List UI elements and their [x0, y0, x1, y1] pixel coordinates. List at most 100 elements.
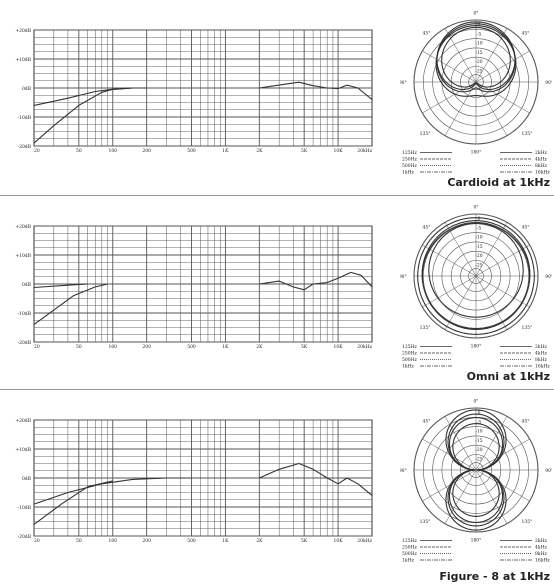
legend-label: 500Hz [402, 357, 418, 363]
polar-spoke [475, 275, 530, 308]
polar-angle-label: 45° [522, 419, 530, 425]
polar-radial-label: -20 [475, 253, 482, 259]
polar-radial-label: -25 [475, 263, 482, 269]
polar-angle-label: 90° [545, 274, 552, 280]
polar-spoke [475, 50, 530, 83]
x-tick-label: 200 [142, 344, 151, 350]
polar-pattern-curve [448, 416, 504, 524]
polar-spoke [475, 275, 508, 330]
polar-angle-label: 0° [473, 399, 478, 405]
polar-angle-label: 90° [400, 468, 407, 474]
polar-angle-label: 90° [400, 80, 407, 86]
y-tick-label: -20dB [18, 534, 32, 540]
polar-radial-label: -10 [475, 429, 482, 435]
polar-spoke [422, 275, 477, 308]
polar-angle-label: 135° [521, 325, 532, 331]
x-tick-label: 100 [108, 538, 117, 544]
polar-angle-label: 45° [423, 419, 431, 425]
polar-spoke [475, 244, 530, 277]
polar-radial-label: -5 [477, 419, 482, 425]
x-tick-label: 1K [222, 148, 229, 154]
panel-title: Figure - 8 at 1kHz [439, 570, 550, 583]
polar-pattern-curve [452, 423, 500, 517]
polar-angle-label: 180° [471, 149, 482, 155]
polar-radial-label: -20 [475, 447, 482, 453]
polar-pattern-chart: 0° 45° 90° 135° 180° 135° 90° 45° 0 -5 -10 -15 -20 -2… [400, 399, 552, 564]
legend-label: 16kHz [535, 170, 550, 176]
polar-spoke [475, 28, 508, 83]
y-tick-label: +10dB [15, 57, 31, 63]
x-tick-label: 500 [187, 344, 196, 350]
polar-radial-label: 0 [478, 410, 481, 416]
response-curve [33, 87, 133, 144]
x-tick-label: 20 [34, 538, 40, 544]
polar-radial-label: -5 [477, 225, 482, 231]
x-tick-label: 10K [334, 344, 344, 350]
y-tick-label: 0dB [22, 476, 32, 482]
x-tick-label: 50 [76, 148, 82, 154]
response-curve [33, 283, 88, 289]
polar-angle-label: 90° [400, 274, 407, 280]
polar-radial-label: -5 [477, 31, 482, 37]
x-tick-label: 20kHz [357, 344, 372, 350]
polar-angle-label: 45° [522, 31, 530, 37]
x-tick-label: 1K [222, 538, 229, 544]
polar-pattern-curve [441, 26, 511, 88]
polar-radial-label: 0 [478, 216, 481, 222]
legend-label: 125Hz [402, 150, 418, 156]
polar-angle-label: 135° [420, 325, 431, 331]
polar-angle-label: 180° [471, 343, 482, 349]
x-tick-label: 50 [76, 538, 82, 544]
polar-angle-label: 0° [473, 205, 478, 211]
polar-radial-label: 0 [478, 22, 481, 28]
y-tick-label: -10dB [18, 311, 32, 317]
legend-label: 250Hz [402, 351, 418, 357]
y-tick-label: +20dB [15, 418, 31, 424]
legend-label: 2kHz [535, 150, 548, 156]
response-curve [33, 480, 113, 525]
x-tick-label: 20 [34, 148, 40, 154]
polar-pattern-curve [428, 222, 524, 318]
polar-radial-label: -15 [475, 244, 482, 250]
x-tick-label: 5K [301, 148, 308, 154]
x-tick-label: 5K [301, 344, 308, 350]
x-tick-label: 20kHz [357, 538, 372, 544]
response-curve [33, 283, 108, 326]
panel-omni: +20dB +10dB 0dB -10dB -20dB 20 50 100 200 500 1K 2K… [0, 196, 554, 388]
response-curve [259, 462, 373, 496]
polar-angle-label: 135° [420, 131, 431, 137]
polar-pattern-curve [435, 25, 517, 97]
x-tick-label: 2K [256, 538, 263, 544]
y-tick-label: -20dB [18, 340, 32, 346]
legend-label: 250Hz [402, 157, 418, 163]
x-tick-label: 100 [108, 344, 117, 350]
x-tick-label: 500 [187, 148, 196, 154]
x-tick-label: 20kHz [357, 148, 372, 154]
panel-title: Omni at 1kHz [466, 370, 550, 383]
polar-spoke [422, 50, 477, 83]
polar-pattern-chart: 0° 45° 90° 135° 180° 135° 90° 45° 0 -5 -10 -15 -20 -2… [400, 205, 552, 370]
polar-radial-label: -20 [475, 59, 482, 65]
polar-spoke [444, 275, 477, 330]
x-tick-label: 500 [187, 538, 196, 544]
legend-label: 500Hz [402, 551, 418, 557]
polar-pattern-chart: 0° 45° 90° 135° 180° 135° 90° 45° 0 -5 -10 -15 -20 -2… [400, 11, 552, 176]
polar-radial-label: -25 [475, 457, 482, 463]
y-tick-label: +20dB [15, 224, 31, 230]
legend-label: 16kHz [535, 558, 550, 564]
x-tick-label: 200 [142, 538, 151, 544]
x-tick-label: 200 [142, 148, 151, 154]
y-tick-label: -10dB [18, 115, 32, 121]
response-curve [33, 477, 192, 505]
polar-spoke [444, 222, 477, 277]
x-tick-label: 100 [108, 148, 117, 154]
polar-angle-label: 135° [420, 519, 431, 525]
panel-figure-8: +20dB +10dB 0dB -10dB -20dB 20 50 100 200 500 1K 2K… [0, 390, 554, 587]
polar-radial-label: -10 [475, 41, 482, 47]
polar-pattern-curve [417, 217, 535, 335]
x-tick-label: 2K [256, 148, 263, 154]
polar-angle-label: 45° [423, 31, 431, 37]
polar-spoke [444, 28, 477, 83]
polar-angle-label: 135° [521, 131, 532, 137]
